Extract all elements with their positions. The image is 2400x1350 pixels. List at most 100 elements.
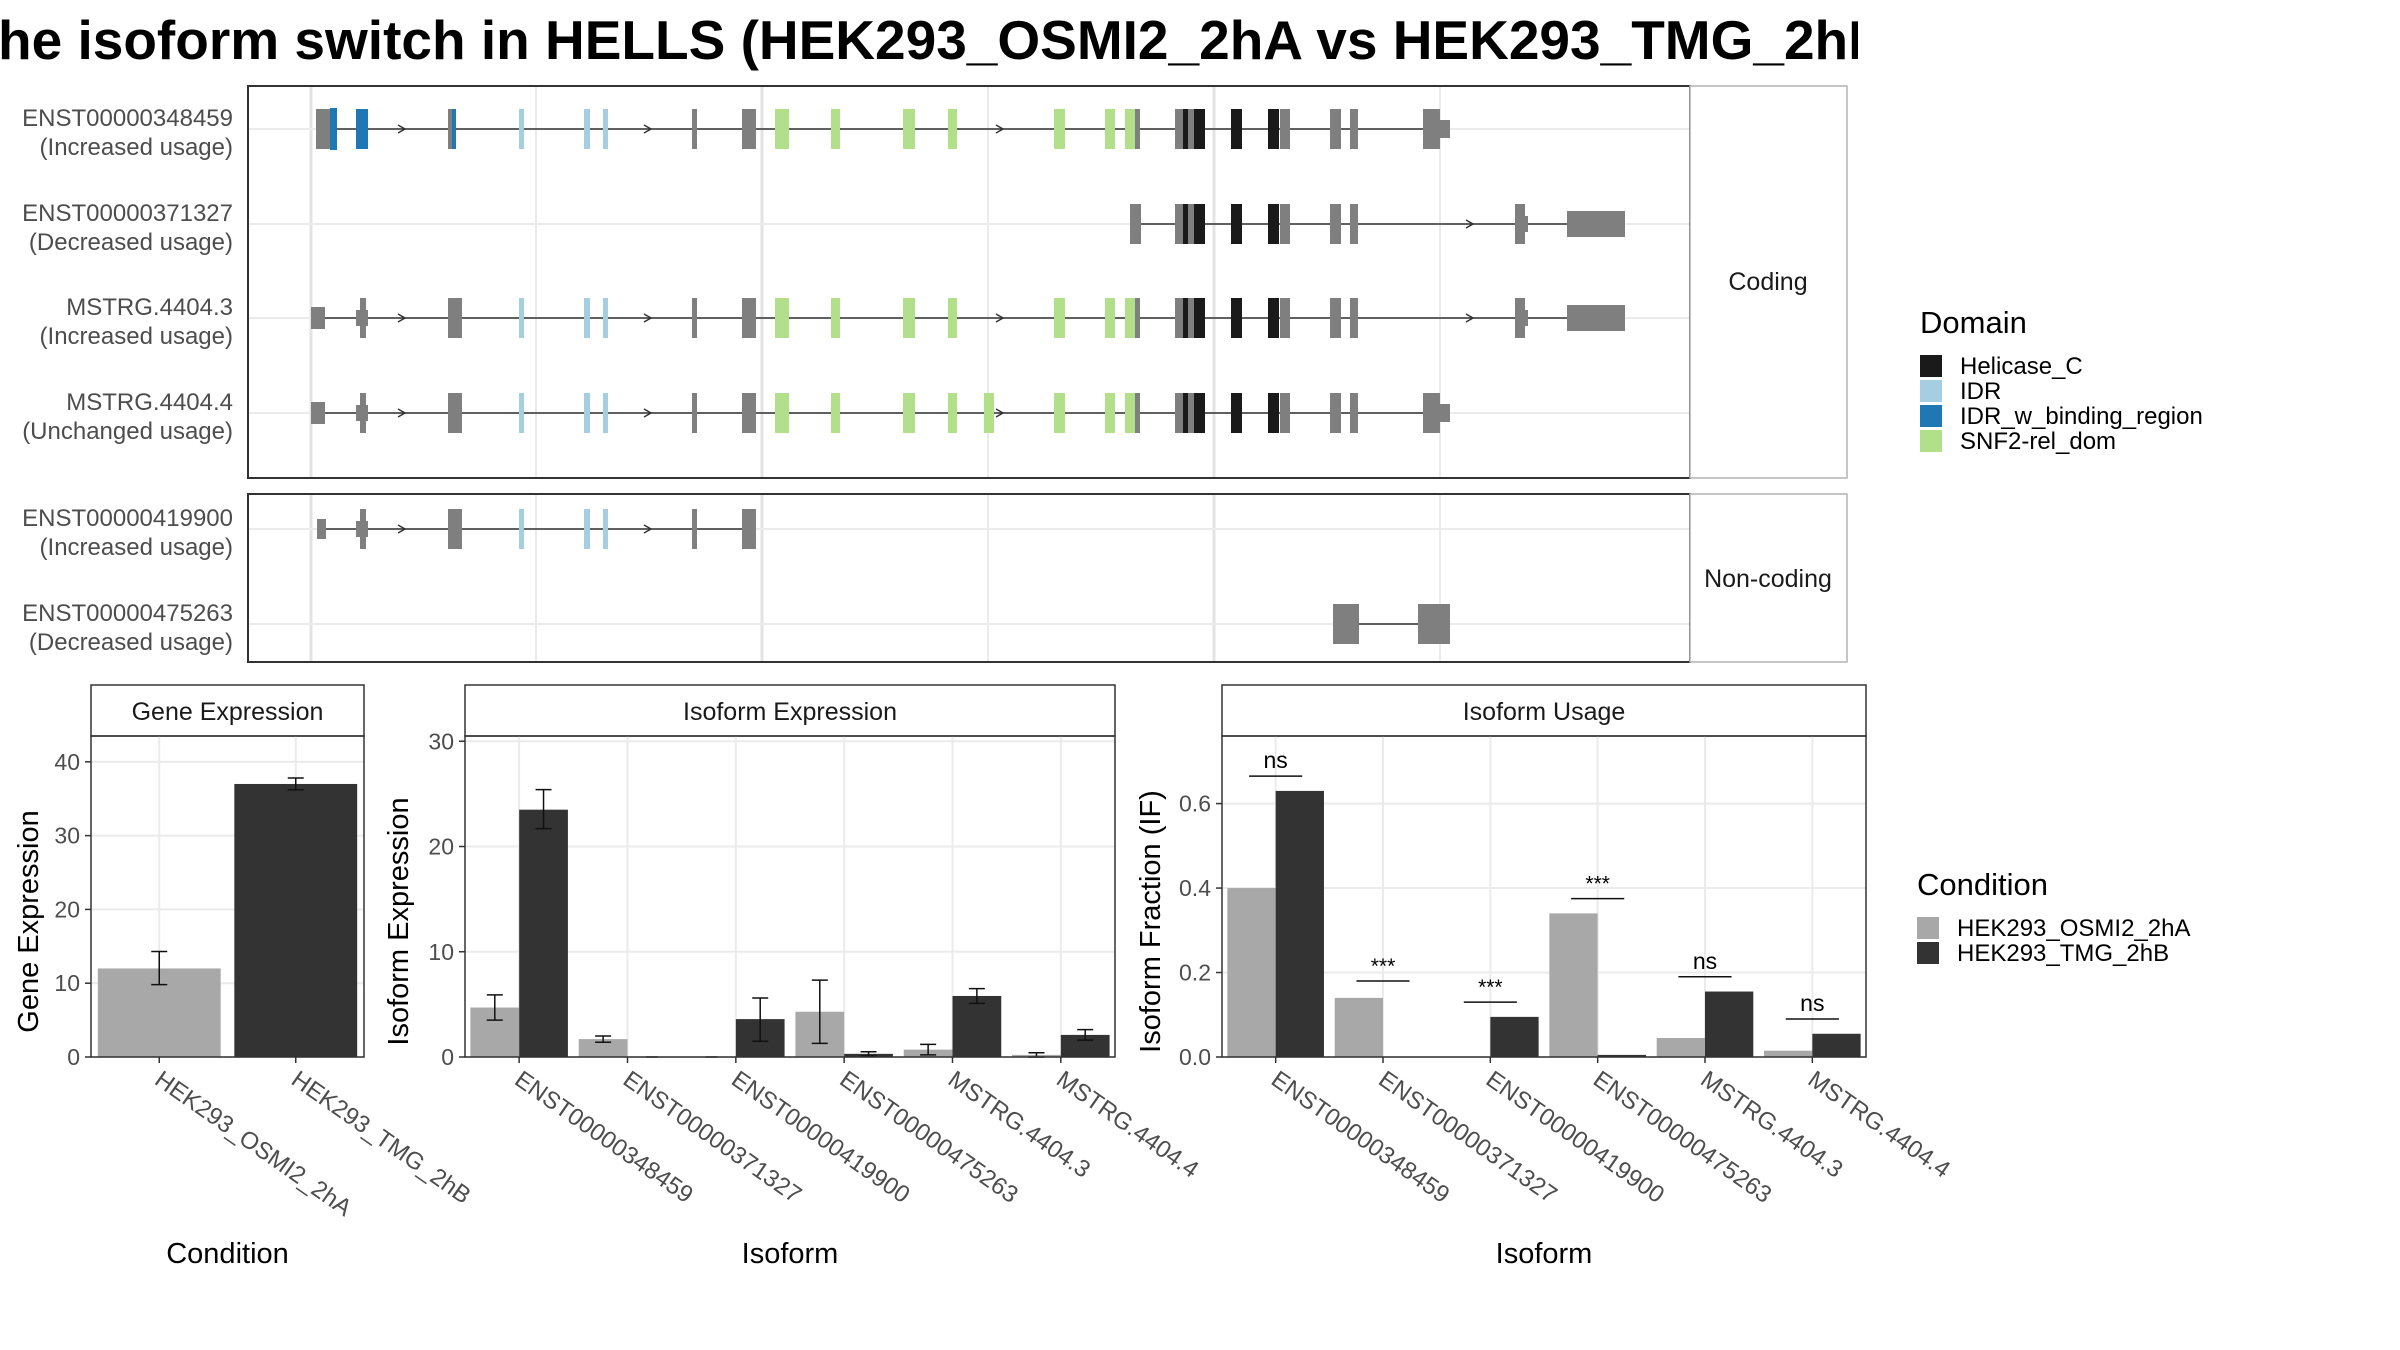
bar bbox=[1764, 1050, 1813, 1057]
exon-block bbox=[448, 509, 462, 549]
exon-block bbox=[1183, 393, 1188, 433]
exon-block bbox=[1515, 298, 1525, 338]
y-tick-label: 20 bbox=[54, 896, 80, 922]
condition-legend-swatch bbox=[1917, 942, 1939, 964]
exon-block bbox=[1268, 298, 1279, 338]
significance-label: ns bbox=[1693, 948, 1717, 974]
bar bbox=[1549, 913, 1598, 1057]
x-tick-label: ENST00000475263 bbox=[835, 1066, 1023, 1209]
exon-block bbox=[317, 519, 326, 539]
domain-legend-label: Helicase_C bbox=[1960, 353, 2083, 380]
exon-block bbox=[330, 108, 337, 150]
y-tick-label: 0.2 bbox=[1179, 960, 1211, 986]
strand-arrow bbox=[1465, 313, 1475, 323]
significance-label: *** bbox=[1478, 976, 1503, 999]
domain-legend-label: IDR bbox=[1960, 378, 2001, 405]
exon-block bbox=[1183, 298, 1188, 338]
exon-block bbox=[1105, 109, 1115, 149]
exon-block bbox=[356, 109, 368, 149]
x-axis-title: Isoform bbox=[1496, 1238, 1593, 1270]
exon-block bbox=[360, 298, 366, 338]
bar-chart-1: Isoform Expression 0 10 20 30 ENST00000348459… bbox=[383, 684, 1203, 1270]
exon-block bbox=[584, 509, 590, 549]
exon-block bbox=[1188, 109, 1194, 149]
exon-block bbox=[1130, 204, 1141, 244]
exon-block bbox=[1333, 604, 1359, 644]
significance-label: *** bbox=[1371, 955, 1396, 978]
exon-block bbox=[1054, 393, 1065, 433]
panel-border bbox=[90, 735, 365, 1058]
exon-block bbox=[1330, 109, 1341, 149]
x-tick-label: ENST00000475263 bbox=[1588, 1066, 1776, 1209]
exon-block bbox=[1567, 305, 1625, 331]
chart-title: he isoform switch in HELLS (HEK293_OSMI2… bbox=[0, 9, 1858, 71]
domain-legend-label: IDR_w_binding_region bbox=[1960, 403, 2203, 430]
exon-block bbox=[1175, 298, 1183, 338]
exon-block bbox=[1268, 109, 1279, 149]
exon-block bbox=[742, 393, 756, 433]
exon-block bbox=[742, 109, 756, 149]
x-axis-title: Isoform bbox=[742, 1238, 839, 1270]
domain-legend-swatch bbox=[1920, 430, 1942, 452]
bar bbox=[1812, 1033, 1861, 1057]
strand-arrow bbox=[995, 408, 1005, 418]
x-tick-label: ENST00000419900 bbox=[726, 1066, 914, 1209]
exon-block bbox=[1515, 204, 1525, 244]
exon-block bbox=[831, 298, 840, 338]
exon-block bbox=[948, 109, 957, 149]
y-tick-label: 20 bbox=[428, 834, 454, 860]
exon-block bbox=[775, 298, 789, 338]
y-tick-label: 40 bbox=[54, 749, 80, 775]
exon-block bbox=[1183, 204, 1188, 244]
exon-block bbox=[1188, 393, 1194, 433]
bar bbox=[1705, 991, 1754, 1057]
strand-arrow bbox=[643, 313, 653, 323]
exon-block bbox=[603, 393, 608, 433]
exon-block bbox=[948, 393, 957, 433]
x-tick-label: ENST00000371327 bbox=[1374, 1066, 1562, 1209]
exon-block bbox=[1268, 393, 1279, 433]
exon-block bbox=[1280, 204, 1290, 244]
exon-block bbox=[775, 109, 789, 149]
exon-block bbox=[1330, 393, 1341, 433]
exon-block bbox=[519, 298, 524, 338]
strand-arrow bbox=[1465, 219, 1475, 229]
exon-block bbox=[831, 393, 840, 433]
transcript-status: (Unchanged usage) bbox=[22, 418, 233, 445]
x-tick-label: ENST00000419900 bbox=[1481, 1066, 1669, 1209]
exon-block bbox=[603, 509, 608, 549]
panel-border bbox=[247, 493, 1691, 663]
facet-strip bbox=[1689, 85, 1848, 479]
exon-block bbox=[1135, 298, 1140, 338]
y-tick-label: 0.6 bbox=[1179, 791, 1211, 817]
bar-chart-2: Isoform Usage ns *** *** *** ns ns 0.0 0.2 0.4 0.6… bbox=[1135, 684, 1955, 1270]
condition-legend-title: Condition bbox=[1917, 867, 2048, 902]
exon-block bbox=[1175, 204, 1183, 244]
exon-block bbox=[1188, 298, 1194, 338]
transcript-id: ENST00000475263 bbox=[22, 600, 233, 627]
exon-block bbox=[1350, 393, 1358, 433]
panel-title: Gene Expression bbox=[132, 698, 324, 726]
strand-arrow bbox=[643, 524, 653, 534]
exon-block bbox=[1054, 298, 1065, 338]
condition-legend-label: HEK293_OSMI2_2hA bbox=[1957, 915, 2190, 942]
x-tick-label: ENST00000348459 bbox=[510, 1066, 698, 1209]
exon-block bbox=[1105, 393, 1115, 433]
exon-block bbox=[1105, 298, 1115, 338]
facet-strip bbox=[1689, 493, 1848, 663]
y-tick-label: 10 bbox=[428, 939, 454, 965]
exon-block bbox=[448, 298, 462, 338]
bar bbox=[1490, 1016, 1539, 1057]
exon-block bbox=[316, 109, 330, 149]
noncoding-panel bbox=[247, 493, 1691, 663]
y-tick-label: 0 bbox=[441, 1044, 454, 1070]
exon-block bbox=[1567, 211, 1625, 237]
domain-legend-title: Domain bbox=[1920, 305, 2027, 340]
exon-block bbox=[1268, 204, 1279, 244]
domain-legend-swatch bbox=[1920, 380, 1942, 402]
exon-block bbox=[692, 298, 697, 338]
exon-block bbox=[584, 109, 590, 149]
exon-block bbox=[584, 393, 590, 433]
exon-block bbox=[1425, 404, 1450, 422]
panel-border bbox=[247, 85, 1691, 479]
